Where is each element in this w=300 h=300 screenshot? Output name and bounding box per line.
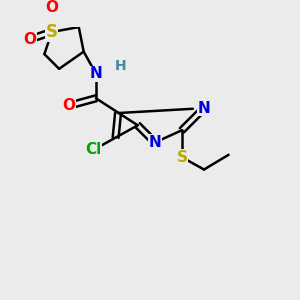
Text: H: H xyxy=(115,59,126,74)
Text: O: O xyxy=(23,32,36,47)
Text: O: O xyxy=(62,98,76,113)
Text: N: N xyxy=(198,100,210,116)
Text: S: S xyxy=(46,23,58,41)
Text: N: N xyxy=(90,66,102,81)
Text: O: O xyxy=(45,0,58,15)
Text: N: N xyxy=(148,135,161,150)
Text: Cl: Cl xyxy=(85,142,102,158)
Text: S: S xyxy=(176,150,188,165)
